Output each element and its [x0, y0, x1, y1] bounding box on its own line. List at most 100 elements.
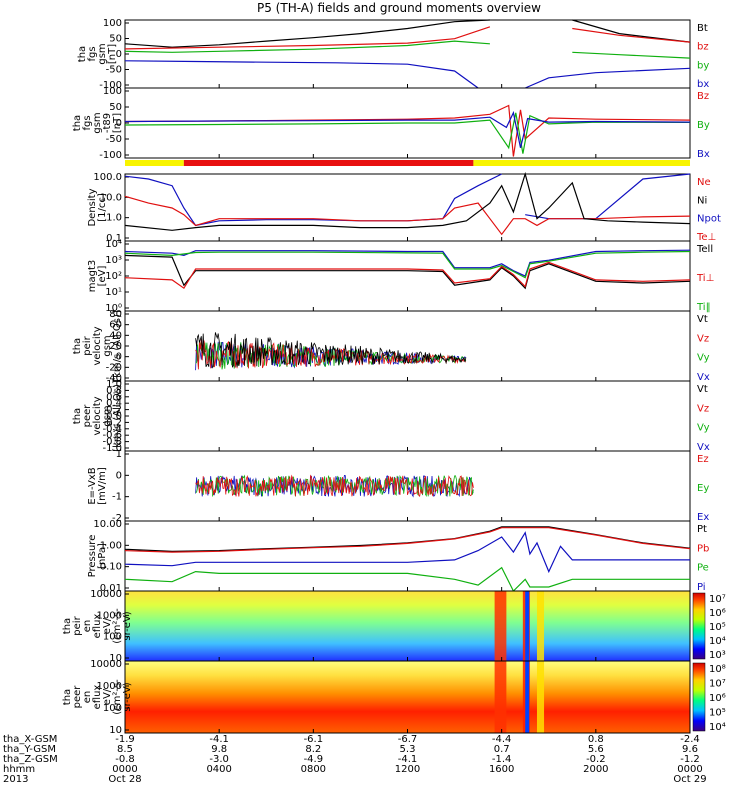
y-axis-label-line: velocity: [92, 396, 103, 435]
panel-efield: 1 0 -1 -2 E=-VxB[mV/m] Ez Ey Ex: [87, 449, 709, 524]
y-axis-label-line: Pressure: [87, 535, 98, 578]
y-axis-label-line: Density: [87, 188, 98, 226]
y-axis-label-line: gsm: [102, 405, 113, 426]
y-tick-label: 10.0: [100, 192, 122, 203]
series-line: [124, 26, 691, 50]
panels: 100500-50-100thafgsgsm[nT]Btbzbybx100500…: [62, 18, 726, 736]
y-axis-label: Density[1/cc]: [87, 188, 108, 226]
y-axis-label-line: [eV]: [97, 266, 108, 287]
x-tick-label: -1.4: [492, 754, 512, 765]
heatmap-band: [525, 661, 530, 733]
y-axis-label: thapeirvelocitygsm[km/s (All Qs)]: [72, 310, 123, 382]
y-axis-label-line: tha: [72, 115, 83, 131]
y-axis-label-line: gsm: [97, 43, 108, 64]
panel-peer_v: 1.00.80.60.40.20.0-0.2-0.4-0.6-0.8-1.0th…: [72, 379, 710, 454]
y-tick-label: 10: [109, 653, 122, 664]
legend-entry: Te⊥: [696, 232, 716, 243]
y-axis-label-line: [mV/m]: [97, 467, 108, 505]
colorbar-tick-label: 10⁴: [709, 722, 726, 733]
colorbar-tick-label: 10⁷: [709, 679, 726, 690]
x-tick-label: -2.4: [680, 734, 700, 745]
legend-entry: By: [697, 120, 710, 131]
x-row-label: tha_Z-GSM: [3, 754, 58, 765]
x-tick-label: -1.9: [115, 734, 135, 745]
y-axis-label-line: -t89: [102, 113, 113, 133]
series-line: [124, 526, 691, 552]
y-axis-label-line: sr-eV): [122, 682, 133, 711]
y-axis-label: thafgsgsm[nT]: [77, 43, 118, 64]
chart-title: P5 (TH-A) fields and ground moments over…: [257, 1, 541, 15]
series-line: [124, 254, 691, 290]
legend-entry: Ti⊥: [696, 273, 714, 284]
y-axis-label-line: peer: [72, 685, 83, 709]
colorbar-tick-label: 10⁴: [709, 636, 726, 647]
y-axis-label-line: fgs: [87, 46, 98, 61]
panel-frame: [124, 173, 691, 242]
legend-entry: Tell: [696, 244, 713, 255]
x-tick-label: 0.7: [494, 744, 510, 755]
y-axis-label-line: [km/s (All Qs)]: [112, 380, 123, 452]
y-axis-label-line: velocity: [92, 326, 103, 365]
colorbar: [692, 592, 706, 660]
y-tick-label: 100: [103, 18, 122, 29]
legend-entry: bz: [697, 42, 709, 53]
x-tick-label: -3.0: [209, 754, 229, 765]
legend-entry: Ni: [697, 195, 707, 206]
x-axis: tha_X-GSM -1.9 -4.1 -6.1 -6.7 -4.4 0.8 -2.4 tha_…: [3, 734, 707, 785]
noise-trace: [195, 474, 474, 497]
x-tick-label: 2000: [583, 764, 608, 775]
y-tick-label: 0.6: [106, 392, 122, 403]
y-tick-label: 0: [116, 49, 122, 60]
x-tick-label: -6.7: [398, 734, 418, 745]
y-tick-label: 10³: [105, 255, 122, 266]
y-axis-label-line: E=-VxB: [87, 467, 98, 504]
y-axis-label-line: [nT]: [112, 113, 123, 133]
y-tick-label: -40: [106, 373, 122, 384]
series-line: [124, 60, 691, 89]
y-tick-label: 0: [116, 352, 122, 363]
x-tick-label: Oct 28: [108, 774, 141, 785]
y-tick-label: 1.00: [100, 540, 122, 551]
x-tick-label: -4.4: [492, 734, 512, 745]
y-tick-label: 0.1: [106, 233, 122, 244]
series-line: [124, 110, 691, 148]
y-tick-label: 1000: [97, 610, 122, 621]
y-tick-label: 0: [116, 118, 122, 129]
y-axis-label-line: gsm: [102, 335, 113, 356]
x-tick-label: -6.1: [304, 734, 324, 745]
y-axis-label-line: [km/s (All Qs)]: [112, 310, 123, 382]
y-axis-label: Pressure[nPa]: [87, 535, 108, 578]
y-axis-label: thapeervelocitygsm[km/s (All Qs)]: [72, 380, 123, 452]
legend-entry: Vt: [697, 314, 708, 325]
legend-entry: Pi: [697, 582, 706, 593]
y-tick-label: 10.00: [93, 519, 122, 530]
colorbar-tick-label: 10⁷: [709, 594, 726, 605]
y-axis-label: thafgsgsm-t89[nT]: [72, 112, 123, 133]
legend-entry: Pt: [697, 524, 707, 535]
y-axis-label-line: tha: [72, 408, 83, 424]
x-tick-label: 9.8: [211, 744, 227, 755]
x-tick-label: 1200: [395, 764, 420, 775]
series-line: [124, 104, 691, 157]
y-tick-label: 50: [109, 102, 122, 113]
colorbar-tick-label: 10⁸: [709, 664, 726, 675]
legend-entry: Vy: [697, 423, 710, 434]
legend-entry: Ez: [697, 454, 709, 465]
y-axis-label-line: sr-eV): [122, 611, 133, 640]
y-tick-label: -100: [99, 80, 122, 91]
colorbar-tick-label: 10⁵: [709, 708, 726, 719]
legend-entry: by: [697, 60, 709, 71]
x-row-label: hhmm: [3, 764, 35, 775]
series-line: [124, 173, 691, 227]
panel-density: 100.0 10.0 1.0 0.1 Density[1/cc] Ne Ni Npot Te⊥: [87, 171, 721, 244]
x-tick-label: -0.8: [115, 754, 135, 765]
y-axis-label-line: (cm²-s-: [112, 679, 123, 715]
y-axis-label-line: eV/: [102, 617, 113, 634]
x-tick-label: 0800: [301, 764, 326, 775]
y-tick-label: 50: [109, 34, 122, 45]
y-tick-label: 20: [109, 341, 122, 352]
x-row-label: tha_Y-GSM: [3, 744, 56, 755]
y-axis-label-line: tha: [77, 46, 88, 62]
x-row-label: 2013: [3, 774, 28, 785]
